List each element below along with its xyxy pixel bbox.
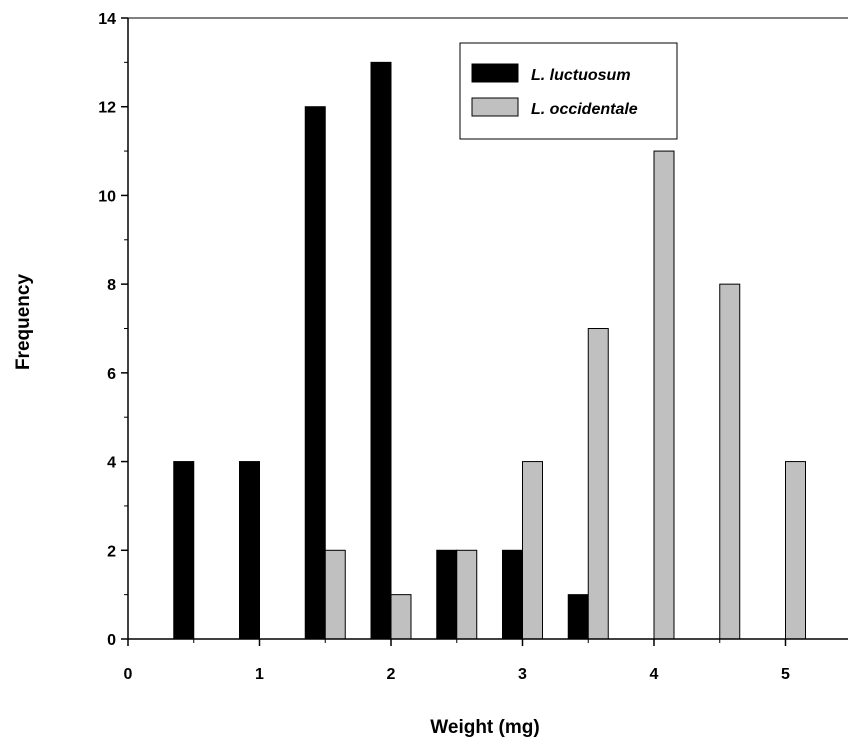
x-tick-label: 3 [518,666,527,683]
x-tick-label: 0 [124,666,133,683]
y-tick-label: 14 [98,11,116,28]
bar-luctuosum-3_5 [567,594,589,640]
bar-luctuosum-0_5 [173,461,195,640]
bar-occidentale-3_5 [587,328,609,640]
bar-occidentale-1_5 [324,549,346,640]
x-tick-label: 2 [387,666,396,683]
y-tick-label: 6 [107,366,116,383]
y-tick-label: 0 [107,632,116,649]
bar-luctuosum-2 [370,61,392,640]
bar-luctuosum-2_5 [436,549,458,640]
bar-occidentale-2_5 [456,549,478,640]
bars-group [173,61,806,640]
x-tick-label: 5 [781,666,790,683]
x-axis-title: Weight (mg) [430,717,539,738]
bar-occidentale-4 [653,150,675,640]
bar-occidentale-5 [785,461,806,640]
y-ticks-group: 0 2 4 6 8 10 12 14 [98,11,128,649]
y-tick-label: 2 [107,543,116,560]
legend: L. luctuosum L. occidentale [459,42,678,140]
y-axis-title: Frequency [13,274,34,371]
x-tick-label: 1 [255,666,264,683]
bar-occidentale-2 [390,594,412,640]
x-ticks-group: 0 1 2 3 4 5 [124,639,790,683]
y-tick-label: 8 [107,277,116,294]
bar-occidentale-4_5 [719,283,741,640]
bar-luctuosum-1_5 [304,106,326,640]
legend-swatch-luctuosum [471,63,519,83]
y-tick-label: 10 [98,188,116,205]
legend-swatch-occidentale [471,97,519,117]
x-tick-label: 4 [650,666,659,683]
legend-label-occidentale: L. occidentale [531,101,638,118]
legend-label-luctuosum: L. luctuosum [531,67,631,84]
bar-occidentale-3 [522,461,543,640]
bar-luctuosum-1 [239,461,260,640]
bar-luctuosum-3 [502,549,523,640]
y-tick-label: 12 [98,100,116,117]
y-tick-label: 4 [107,455,116,472]
legend-box [459,42,678,140]
